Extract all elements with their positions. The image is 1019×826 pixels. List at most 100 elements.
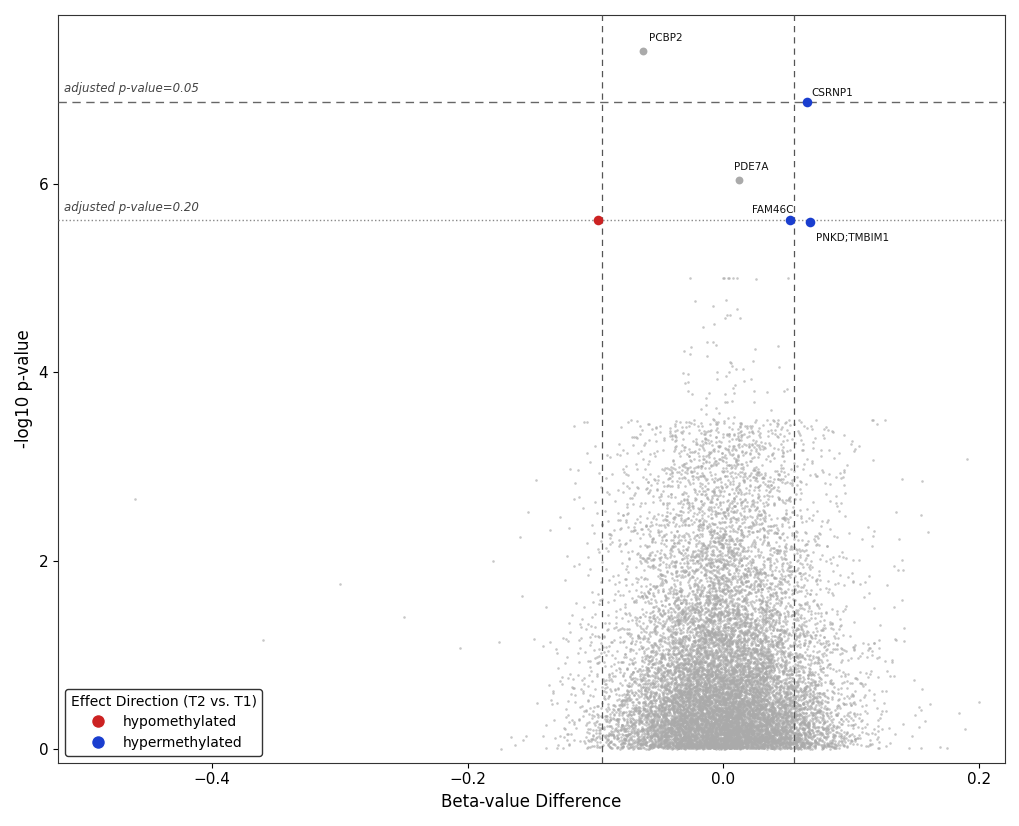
- Point: [694, 498, 710, 511]
- Point: [689, 740, 705, 753]
- Point: [744, 733, 760, 746]
- Point: [686, 414, 702, 427]
- Point: [717, 553, 734, 567]
- Point: [794, 544, 810, 557]
- Point: [787, 634, 803, 647]
- Point: [699, 625, 715, 638]
- Point: [749, 619, 765, 632]
- Point: [719, 705, 736, 718]
- Point: [735, 736, 751, 749]
- Point: [754, 604, 770, 617]
- Point: [729, 700, 745, 714]
- Point: [731, 634, 747, 648]
- Point: [708, 719, 725, 732]
- Point: [731, 723, 747, 736]
- Point: [793, 649, 809, 662]
- Point: [730, 716, 746, 729]
- Point: [722, 705, 739, 719]
- Point: [671, 724, 687, 738]
- Point: [669, 726, 686, 739]
- Point: [661, 720, 678, 733]
- Point: [700, 695, 716, 708]
- Point: [714, 539, 731, 552]
- Point: [742, 727, 758, 740]
- Point: [775, 731, 792, 744]
- Point: [739, 718, 755, 731]
- Point: [680, 657, 696, 670]
- Point: [764, 734, 781, 748]
- Point: [654, 694, 671, 707]
- Point: [693, 584, 709, 597]
- Point: [685, 671, 701, 684]
- Point: [833, 642, 849, 655]
- Point: [715, 734, 732, 748]
- Point: [773, 694, 790, 707]
- Point: [639, 725, 655, 738]
- Point: [741, 657, 757, 671]
- Point: [717, 720, 734, 733]
- Point: [749, 729, 765, 742]
- Point: [759, 660, 775, 673]
- Point: [766, 716, 783, 729]
- Point: [701, 659, 717, 672]
- Point: [796, 645, 812, 658]
- Point: [764, 710, 781, 723]
- Point: [668, 613, 685, 626]
- Point: [685, 693, 701, 706]
- Point: [779, 693, 795, 706]
- Point: [782, 731, 798, 744]
- Point: [683, 740, 699, 753]
- Point: [741, 720, 757, 733]
- Point: [750, 732, 766, 745]
- Point: [641, 525, 657, 538]
- Point: [835, 470, 851, 483]
- Point: [655, 733, 672, 747]
- Point: [636, 596, 652, 609]
- Point: [758, 705, 774, 719]
- Point: [744, 706, 760, 719]
- Point: [616, 723, 633, 736]
- Point: [756, 706, 772, 719]
- Point: [780, 721, 796, 734]
- Point: [701, 730, 717, 743]
- Point: [677, 661, 693, 674]
- Point: [636, 653, 652, 666]
- Point: [743, 437, 759, 450]
- Point: [654, 496, 671, 510]
- Point: [611, 701, 628, 714]
- Point: [785, 586, 801, 600]
- Point: [735, 615, 751, 629]
- Point: [648, 675, 664, 688]
- Point: [678, 662, 694, 675]
- Point: [718, 705, 735, 718]
- Point: [729, 679, 745, 692]
- Point: [594, 729, 610, 742]
- Point: [710, 691, 727, 704]
- Point: [675, 590, 691, 603]
- Point: [836, 735, 852, 748]
- Point: [686, 718, 702, 731]
- Point: [729, 605, 745, 619]
- Point: [767, 519, 784, 532]
- Point: [738, 721, 754, 734]
- Point: [715, 464, 732, 477]
- Point: [690, 702, 706, 715]
- Point: [722, 689, 739, 702]
- Point: [733, 534, 749, 547]
- Point: [691, 649, 707, 662]
- Point: [664, 539, 681, 553]
- Point: [733, 724, 749, 737]
- Point: [853, 700, 869, 713]
- Point: [763, 709, 780, 722]
- Point: [772, 624, 789, 637]
- Point: [706, 430, 722, 444]
- Point: [698, 543, 714, 556]
- Point: [788, 471, 804, 484]
- Point: [695, 710, 711, 723]
- Point: [749, 701, 765, 714]
- Point: [666, 695, 683, 709]
- Point: [702, 531, 718, 544]
- Point: [688, 638, 704, 652]
- Point: [747, 443, 763, 456]
- Point: [714, 691, 731, 704]
